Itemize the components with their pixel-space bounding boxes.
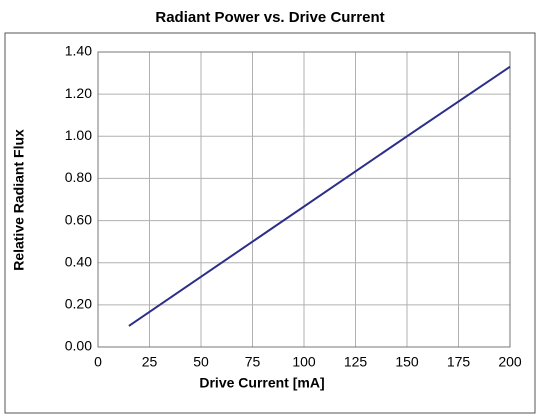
y-tick-label: 0.20 — [65, 296, 92, 312]
y-tick-label: 0.00 — [65, 338, 92, 354]
y-axis-label: Relative Radiant Flux — [11, 129, 27, 271]
x-tick-label: 75 — [245, 354, 261, 370]
data-line — [128, 65, 511, 327]
y-tick-label: 1.20 — [65, 85, 92, 101]
x-tick-label: 0 — [94, 354, 102, 370]
plot-border — [97, 51, 511, 348]
y-tick-label: 0.60 — [65, 211, 92, 227]
x-tick-label: 50 — [193, 354, 209, 370]
y-tick-label: 0.40 — [65, 253, 92, 269]
x-tick-label: 25 — [142, 354, 158, 370]
chart-title: Radiant Power vs. Drive Current — [155, 9, 384, 26]
x-tick-label: 150 — [395, 354, 419, 370]
x-tick-label: 125 — [344, 354, 368, 370]
x-tick-label: 100 — [292, 354, 316, 370]
x-axis-label: Drive Current [mA] — [199, 375, 324, 391]
frame — [4, 32, 536, 414]
x-tick-label: 175 — [447, 354, 471, 370]
y-tick-label: 0.80 — [65, 169, 92, 185]
x-tick-label: 200 — [498, 354, 522, 370]
y-tick-label: 1.40 — [65, 43, 92, 59]
y-tick-label: 1.00 — [65, 127, 92, 143]
